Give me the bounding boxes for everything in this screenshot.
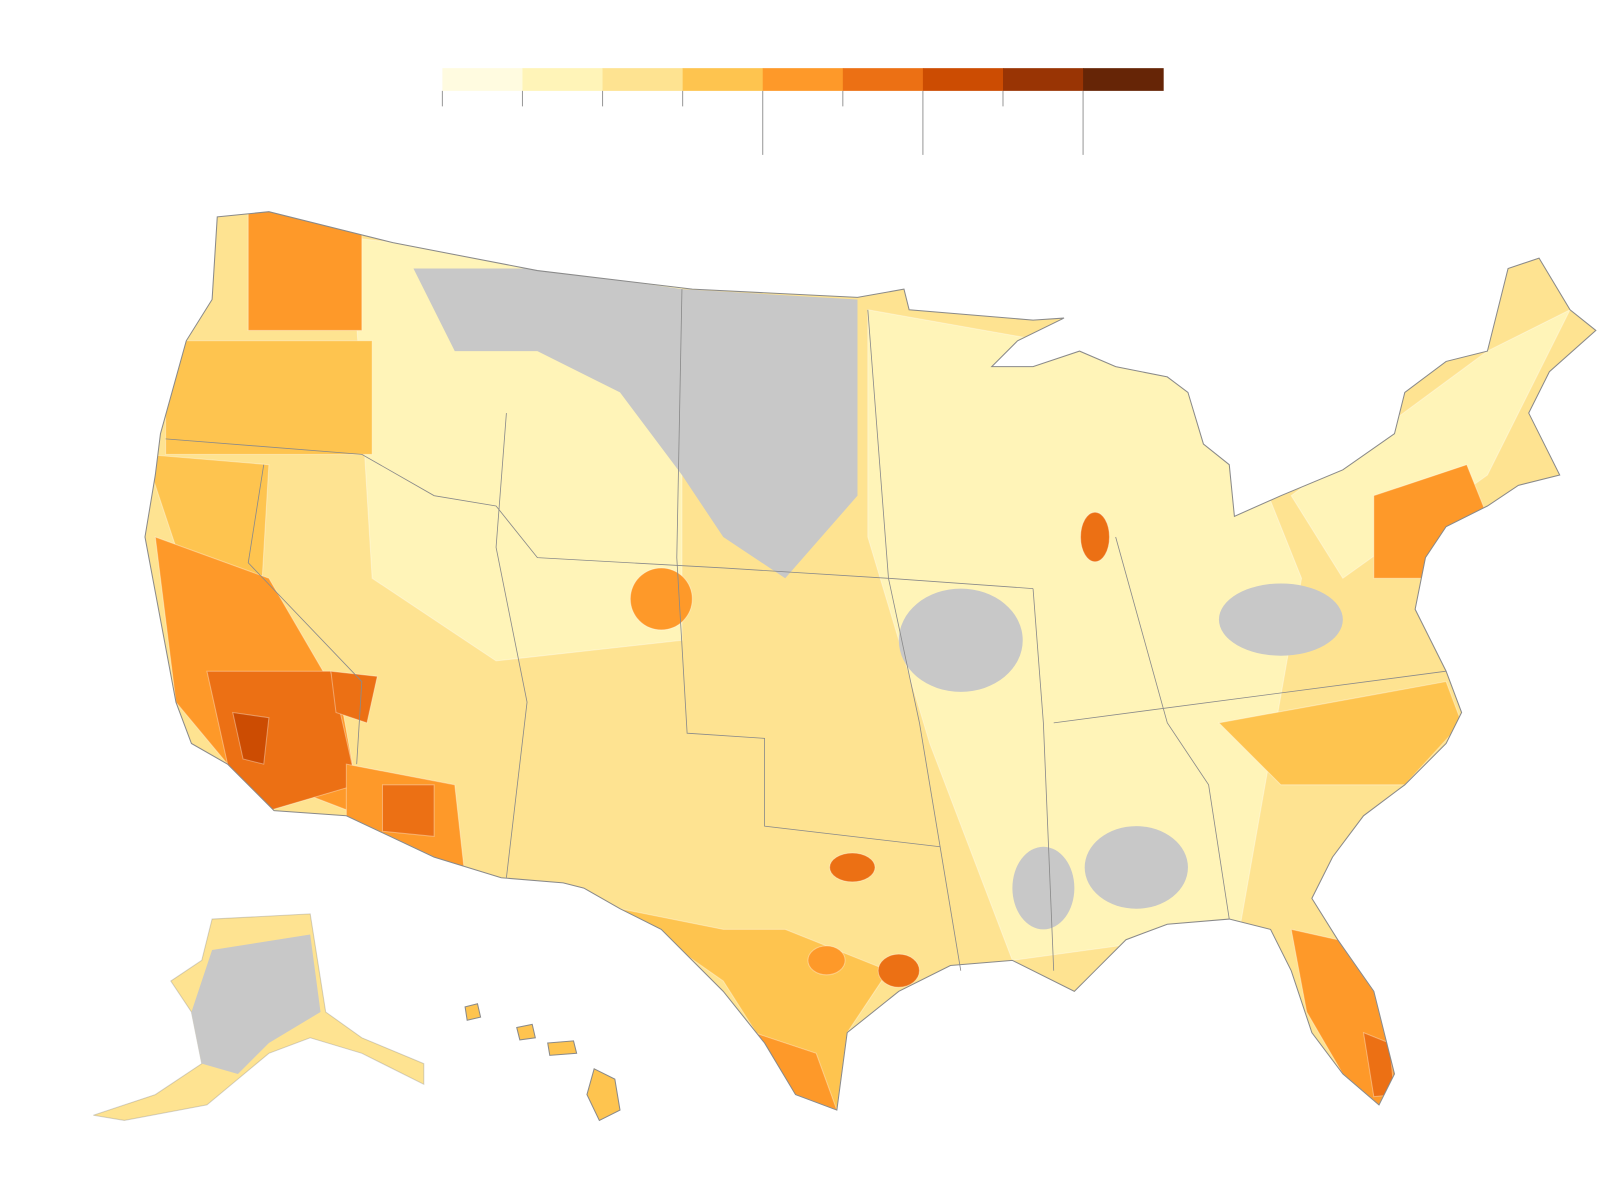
- no-data-region: [191, 934, 321, 1074]
- island: [516, 1023, 536, 1041]
- legend-swatch: [682, 68, 764, 91]
- island: [464, 1003, 482, 1021]
- legend-swatch: [602, 68, 684, 91]
- state-border: [867, 309, 962, 971]
- region: [330, 670, 378, 724]
- no-data-region: [898, 588, 1023, 692]
- legend-swatch: [522, 68, 604, 91]
- island: [586, 1068, 621, 1122]
- state-border: [1032, 588, 1055, 971]
- legend-swatch: [922, 68, 1004, 91]
- state-border: [676, 289, 941, 848]
- region: [381, 784, 435, 838]
- region: [629, 567, 693, 631]
- hawaii: [464, 1003, 621, 1122]
- no-data-region: [1218, 583, 1343, 656]
- legend-swatch: [842, 68, 924, 91]
- region: [165, 340, 373, 455]
- lower-48-outline: [144, 211, 1597, 1111]
- region: [1080, 511, 1110, 563]
- state-borders: [165, 289, 1447, 971]
- region: [1217, 680, 1463, 786]
- region: [807, 945, 846, 976]
- state-border: [165, 438, 1034, 590]
- lower-48-map: [144, 211, 1596, 1111]
- no-data-region: [1084, 826, 1188, 909]
- state-border: [495, 413, 528, 878]
- region: [829, 852, 876, 883]
- region: [232, 711, 270, 765]
- state-border: [1115, 536, 1230, 920]
- no-data-region: [1012, 846, 1075, 930]
- state-border: [247, 464, 363, 765]
- legend: [441, 68, 1164, 155]
- region: [877, 953, 920, 988]
- legend-swatch: [442, 68, 523, 91]
- region: [206, 670, 358, 812]
- legend-swatch: [762, 68, 844, 91]
- legend-swatch: [1083, 68, 1164, 91]
- no-data-region: [413, 268, 858, 579]
- legend-swatch: [1002, 68, 1084, 91]
- region: [247, 211, 363, 331]
- region: [1290, 308, 1572, 580]
- state-border: [1053, 670, 1447, 724]
- island: [547, 1040, 578, 1056]
